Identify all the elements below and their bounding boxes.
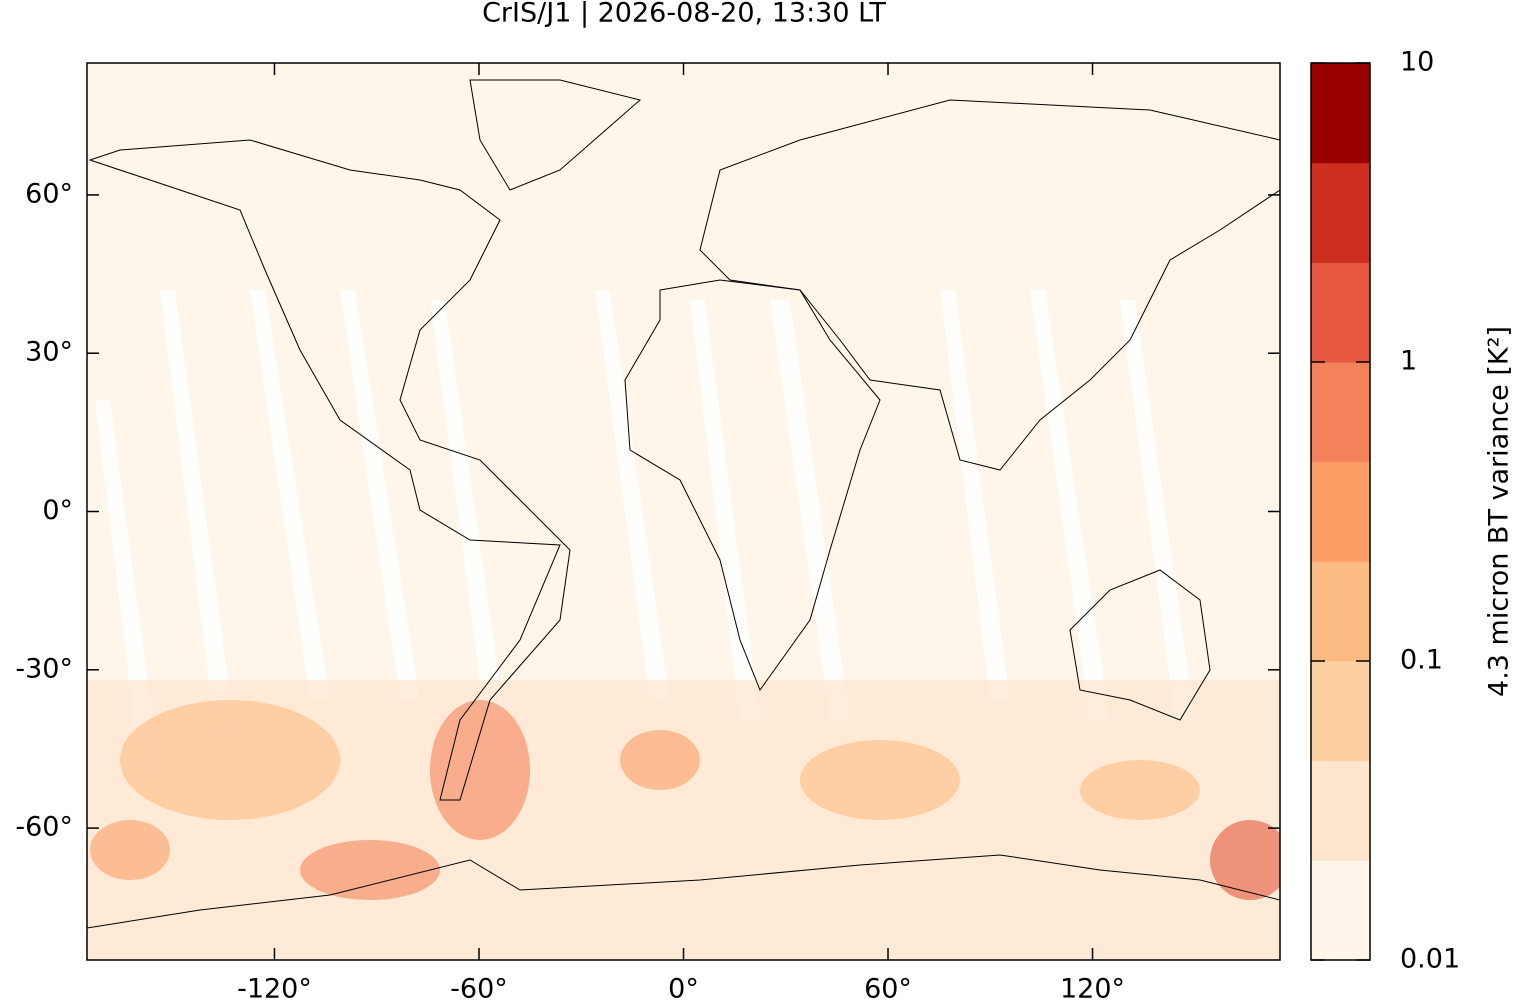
- colorbar-band: [1311, 860, 1370, 961]
- y-tick-label: 60°: [25, 178, 73, 209]
- x-tick-label: 120°: [1060, 974, 1125, 1002]
- colorbar-band: [1311, 760, 1370, 861]
- colorbar-frame: [1310, 62, 1371, 961]
- map-field: [87, 63, 1280, 960]
- x-tick-label: -60°: [450, 974, 508, 1002]
- colorbar-tick-label: 0.01: [1400, 944, 1460, 975]
- x-tick-label: 0°: [668, 974, 699, 1002]
- colorbar-label: 4.3 micron BT variance [K²]: [1484, 326, 1515, 697]
- colorbar-band: [1311, 63, 1370, 164]
- x-tick-label: 60°: [864, 974, 912, 1002]
- colorbar-tick-label: 1: [1400, 346, 1417, 377]
- colorbar-band: [1311, 162, 1370, 263]
- y-tick-label: 0°: [42, 495, 73, 526]
- colorbar-tick-label: 10: [1400, 47, 1434, 78]
- title: CrIS/J1 | 2026-08-20, 13:30 LT: [482, 0, 886, 29]
- x-tick-label: -120°: [237, 974, 312, 1002]
- colorbar-band: [1311, 661, 1370, 762]
- coastlines: [87, 79, 1280, 929]
- y-tick-label: -60°: [15, 812, 73, 843]
- y-tick-label: 30°: [25, 337, 73, 368]
- swath-gaps: [95, 290, 1195, 770]
- colorbar-band: [1311, 561, 1370, 662]
- colorbar-tick-label: 0.1: [1400, 645, 1443, 676]
- variance-blobs: [87, 680, 1280, 960]
- colorbar-band: [1311, 262, 1370, 363]
- colorbar-band: [1311, 362, 1370, 463]
- y-tick-label: -30°: [15, 653, 73, 684]
- colorbar-band: [1311, 461, 1370, 562]
